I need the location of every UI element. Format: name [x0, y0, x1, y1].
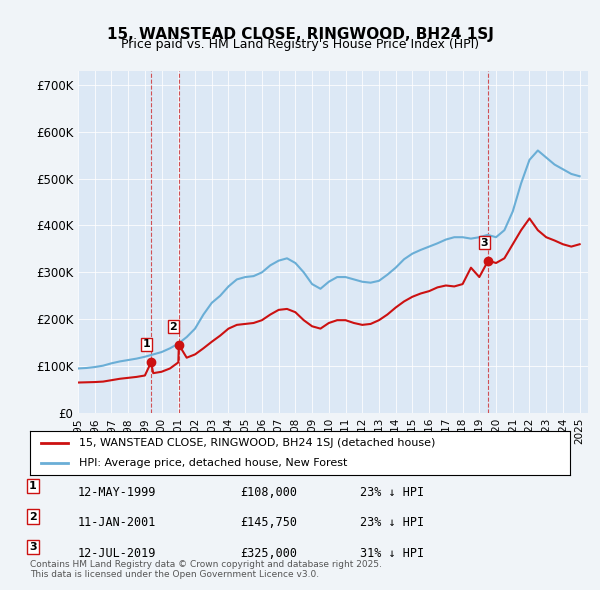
Text: 12-MAY-1999: 12-MAY-1999 [78, 486, 157, 499]
Text: Price paid vs. HM Land Registry's House Price Index (HPI): Price paid vs. HM Land Registry's House … [121, 38, 479, 51]
Text: £325,000: £325,000 [240, 547, 297, 560]
Text: 3: 3 [29, 542, 37, 552]
Text: Contains HM Land Registry data © Crown copyright and database right 2025.
This d: Contains HM Land Registry data © Crown c… [30, 560, 382, 579]
Text: 3: 3 [481, 238, 488, 248]
Text: 2: 2 [29, 512, 37, 522]
Text: £145,750: £145,750 [240, 516, 297, 529]
Text: 23% ↓ HPI: 23% ↓ HPI [360, 486, 424, 499]
Text: £108,000: £108,000 [240, 486, 297, 499]
Text: HPI: Average price, detached house, New Forest: HPI: Average price, detached house, New … [79, 458, 347, 467]
Text: 2: 2 [169, 322, 177, 332]
Text: 23% ↓ HPI: 23% ↓ HPI [360, 516, 424, 529]
Text: 11-JAN-2001: 11-JAN-2001 [78, 516, 157, 529]
Text: 12-JUL-2019: 12-JUL-2019 [78, 547, 157, 560]
Text: 15, WANSTEAD CLOSE, RINGWOOD, BH24 1SJ: 15, WANSTEAD CLOSE, RINGWOOD, BH24 1SJ [107, 27, 493, 41]
Text: 31% ↓ HPI: 31% ↓ HPI [360, 547, 424, 560]
Text: 15, WANSTEAD CLOSE, RINGWOOD, BH24 1SJ (detached house): 15, WANSTEAD CLOSE, RINGWOOD, BH24 1SJ (… [79, 438, 435, 448]
Text: 1: 1 [143, 339, 151, 349]
Text: 1: 1 [29, 481, 37, 491]
